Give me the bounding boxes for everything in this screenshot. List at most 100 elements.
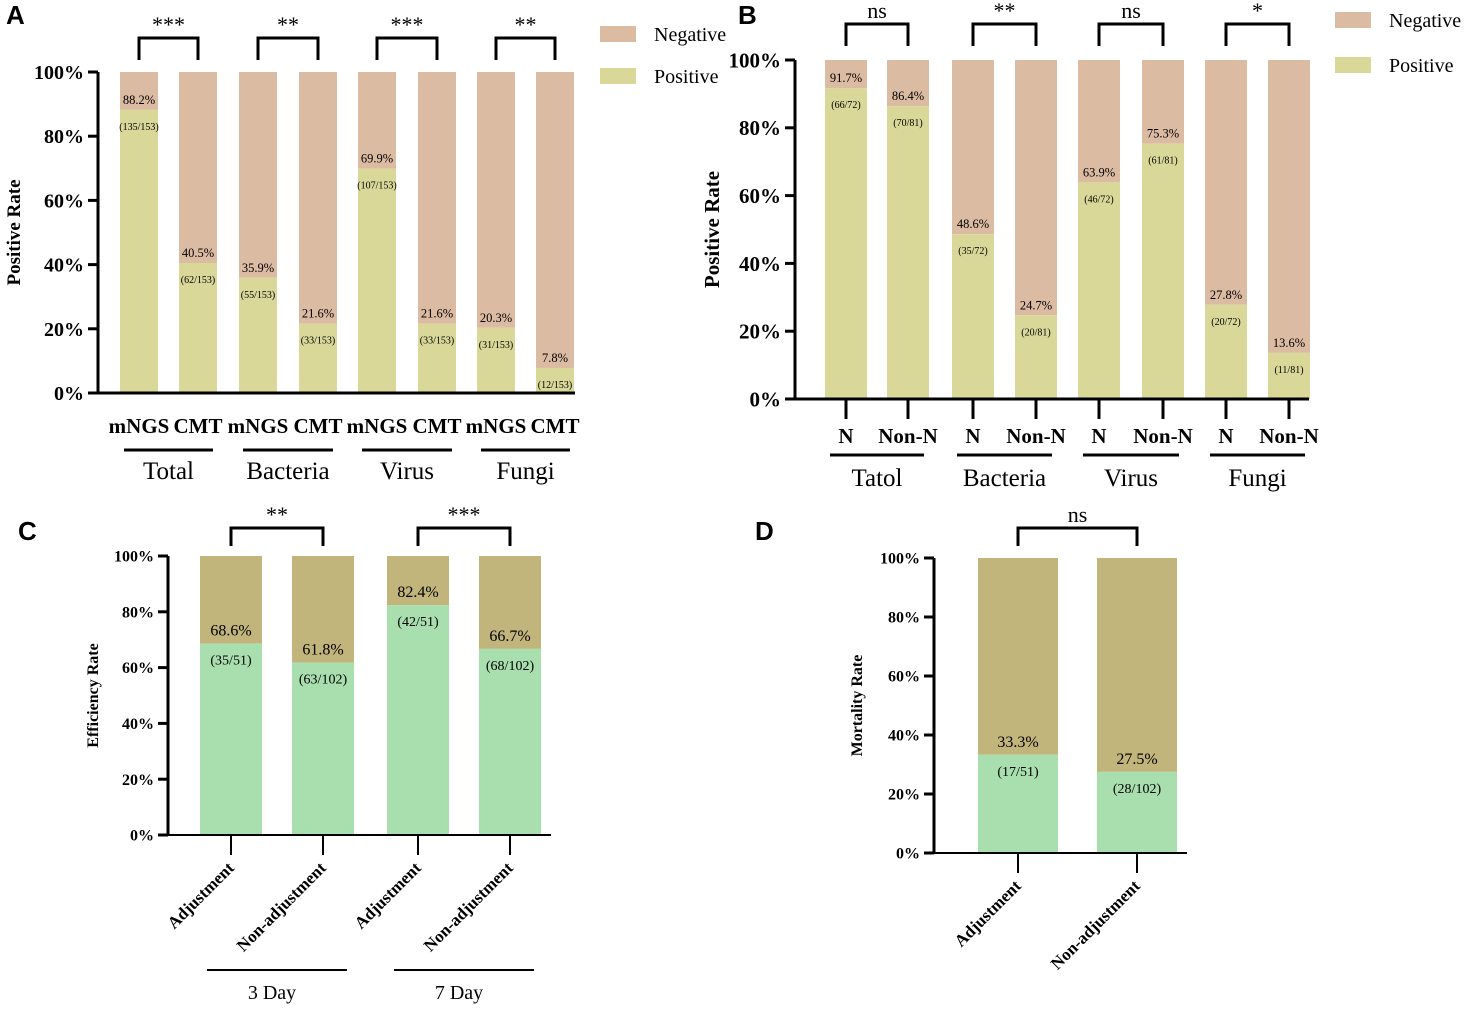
y-tick-label: 100% — [34, 62, 84, 84]
y-tick-label: 0% — [750, 387, 782, 411]
bar-positive — [358, 168, 396, 393]
bar-positive — [887, 106, 929, 399]
significance-bracket — [1097, 22, 1165, 46]
legend-label-positive: Positive — [1389, 55, 1454, 77]
bar-count-label: (20/72) — [1211, 317, 1240, 328]
x-category-label: N — [1218, 424, 1233, 448]
x-category-label: mNGS — [466, 414, 527, 438]
bar-positive — [1078, 182, 1120, 399]
bar-negative — [179, 72, 217, 263]
bar-negative — [477, 72, 515, 328]
bar-count-label: (17/51) — [997, 765, 1039, 780]
bar-bottom — [387, 605, 449, 835]
bar-count-label: (135/153) — [119, 122, 158, 133]
bar-count-label: (28/102) — [1113, 782, 1162, 797]
bar-percent-label: 40.5% — [182, 246, 214, 260]
y-tick-label: 0% — [54, 383, 84, 405]
x-category-label: mNGS — [109, 414, 170, 438]
y-tick-label: 100% — [880, 551, 920, 568]
bar-percent-label: 69.9% — [361, 152, 393, 166]
bar-negative — [239, 72, 277, 278]
bar-count-label: (61/81) — [1148, 156, 1177, 167]
x-category-label: Non-N — [878, 424, 938, 448]
y-axis-title: Efficiency Rate — [85, 643, 102, 747]
bar-count-label: (63/102) — [299, 673, 348, 688]
x-category-label: CMT — [294, 414, 343, 438]
significance-label: *** — [152, 12, 185, 37]
bar-top — [387, 556, 449, 606]
significance-label: ** — [515, 12, 537, 37]
bar-positive — [1142, 143, 1184, 399]
y-tick-label: 0% — [130, 828, 154, 845]
legend-label-negative: Negative — [1389, 10, 1461, 32]
group-label: Virus — [380, 458, 434, 485]
y-tick-label: 80% — [739, 116, 781, 140]
group-label: Fungi — [1228, 465, 1286, 492]
group-label: Virus — [1104, 465, 1158, 492]
panel-letter: D — [755, 516, 774, 546]
bar-percent-label: 7.8% — [542, 351, 568, 365]
bar-percent-label: 24.7% — [1020, 298, 1052, 312]
y-axis-title: Positive Rate — [4, 179, 25, 285]
group-label: Fungi — [496, 458, 554, 485]
bar-count-label: (20/81) — [1021, 327, 1050, 338]
significance-bracket — [494, 36, 557, 60]
bar-negative — [952, 60, 994, 235]
y-tick-label: 40% — [44, 255, 84, 277]
bar-bottom — [200, 643, 262, 835]
panel-a: A 88.2% (135/153) mNGS 40.5% (62/153) CMT 35.9%… — [4, 0, 726, 485]
group-label: Total — [143, 458, 194, 485]
bar-percent-label: 21.6% — [421, 307, 453, 321]
legend-swatch-positive — [600, 68, 636, 84]
bar-count-label: (33/153) — [301, 336, 335, 347]
significance-bracket — [844, 22, 910, 46]
bar-top — [292, 556, 354, 663]
y-tick-label: 100% — [114, 549, 154, 566]
significance-label: ** — [266, 502, 288, 527]
y-tick-label: 80% — [122, 604, 154, 621]
legend-swatch-negative — [600, 26, 636, 42]
bar-negative — [1268, 60, 1310, 353]
bar-count-label: (46/72) — [1084, 194, 1113, 205]
bar-count-label: (12/153) — [538, 380, 572, 391]
x-category-label: CMT — [413, 414, 462, 438]
group-label: 3 Day — [248, 982, 296, 1004]
bar-positive — [952, 234, 994, 399]
y-tick-label: 20% — [739, 320, 781, 344]
bar-top — [479, 556, 541, 649]
significance-bracket — [375, 36, 439, 60]
x-category-label: Non-N — [1006, 424, 1066, 448]
bar-negative — [358, 72, 396, 169]
significance-label: * — [1252, 0, 1263, 23]
panel-c: C 68.6% (35/51) Adjustment 61.8% (63/102) Non-… — [18, 502, 551, 1004]
bar-bottom — [292, 662, 354, 835]
bar-negative — [1078, 60, 1120, 183]
legend-label-negative: Negative — [654, 24, 726, 46]
bar-percent-label: 66.7% — [489, 628, 530, 645]
x-category-label: Non-N — [1133, 424, 1193, 448]
bar-percent-label: 27.8% — [1210, 288, 1242, 302]
y-tick-label: 20% — [122, 772, 154, 789]
x-category-label: CMT — [174, 414, 223, 438]
significance-label: *** — [391, 12, 424, 37]
y-axis-title: Mortality Rate — [849, 655, 866, 757]
bar-negative — [887, 60, 929, 107]
x-category-label: Adjustment — [951, 876, 1025, 950]
x-category-label: mNGS — [228, 414, 289, 438]
bar-percent-label: 48.6% — [957, 217, 989, 231]
y-tick-label: 40% — [739, 252, 781, 276]
group-label: Tatol — [851, 465, 902, 492]
x-category-label: Adjustment — [164, 858, 238, 932]
bar-negative — [1142, 60, 1184, 144]
group-label: Bacteria — [963, 465, 1046, 492]
x-category-label: mNGS — [347, 414, 408, 438]
panel-letter: A — [6, 0, 25, 30]
bar-percent-label: 88.2% — [123, 93, 155, 107]
significance-label: ** — [277, 12, 299, 37]
bar-positive — [477, 327, 515, 393]
y-tick-label: 20% — [44, 319, 84, 341]
bar-percent-label: 91.7% — [830, 71, 862, 85]
y-tick-label: 80% — [888, 610, 920, 627]
bar-positive — [179, 262, 217, 393]
